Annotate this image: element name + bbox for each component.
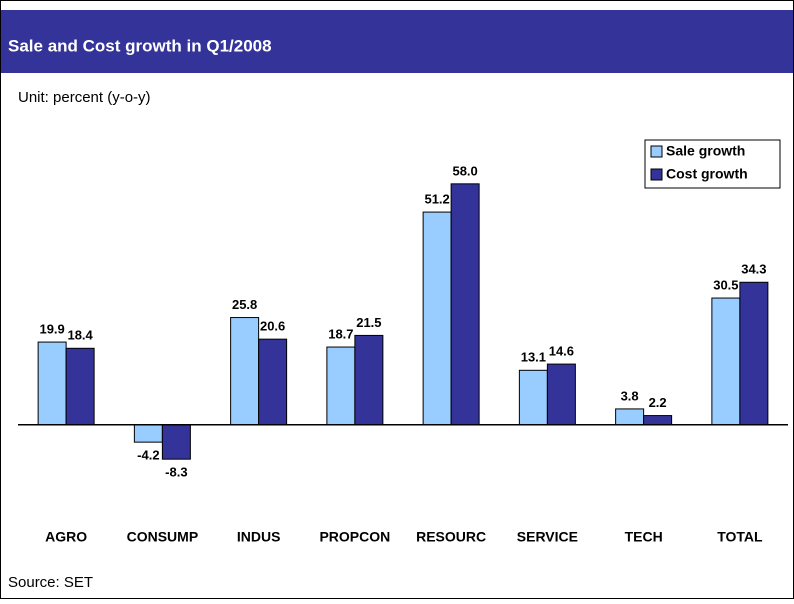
x-tick-label: AGRO bbox=[45, 529, 87, 545]
legend-label: Cost growth bbox=[666, 166, 748, 182]
data-label: 2.2 bbox=[649, 395, 667, 410]
data-label: 21.5 bbox=[356, 315, 381, 330]
legend-label: Sale growth bbox=[666, 143, 745, 159]
bar bbox=[422, 211, 452, 426]
data-label: 19.9 bbox=[39, 321, 64, 336]
source: Source: SET bbox=[8, 574, 93, 591]
bar bbox=[65, 347, 95, 426]
bar bbox=[37, 341, 67, 426]
data-label: 25.8 bbox=[232, 297, 257, 312]
data-label: 13.1 bbox=[521, 350, 546, 365]
data-label: 18.7 bbox=[328, 326, 353, 341]
x-tick-label: SERVICE bbox=[517, 529, 578, 545]
data-label: -8.3 bbox=[165, 465, 187, 480]
bar bbox=[354, 334, 384, 426]
data-label: 58.0 bbox=[452, 163, 477, 178]
bar bbox=[615, 408, 645, 426]
bar bbox=[518, 369, 548, 426]
data-label: 34.3 bbox=[741, 262, 766, 277]
x-tick-label: INDUS bbox=[237, 529, 281, 545]
bar bbox=[326, 346, 356, 426]
data-label: 30.5 bbox=[713, 277, 738, 292]
x-tick-label: CONSUMP bbox=[127, 529, 199, 545]
header bbox=[1, 10, 793, 73]
bar bbox=[258, 338, 288, 426]
data-label: 18.4 bbox=[67, 328, 93, 343]
chart-title: Sale and Cost growth in Q1/2008 bbox=[8, 36, 272, 55]
bar bbox=[546, 363, 576, 426]
bar bbox=[161, 424, 191, 460]
bar bbox=[711, 297, 741, 426]
x-tick-label: TOTAL bbox=[717, 529, 763, 545]
data-label: 14.6 bbox=[549, 344, 574, 359]
data-label: 3.8 bbox=[621, 388, 639, 403]
legend-box bbox=[644, 139, 781, 189]
bar bbox=[643, 415, 673, 426]
data-label: 51.2 bbox=[424, 192, 449, 207]
x-tick-label: RESOURC bbox=[416, 529, 486, 545]
subtitle: Unit: percent (y-o-y) bbox=[18, 89, 151, 106]
x-tick-label: PROPCON bbox=[319, 529, 390, 545]
legend-swatch bbox=[650, 168, 663, 181]
data-label: -4.2 bbox=[137, 448, 159, 463]
bar bbox=[739, 281, 769, 426]
legend-swatch bbox=[650, 145, 663, 158]
data-label: 20.6 bbox=[260, 319, 285, 334]
x-tick-label: TECH bbox=[625, 529, 663, 545]
bar bbox=[230, 317, 260, 426]
bar bbox=[133, 424, 163, 443]
bar bbox=[450, 183, 480, 426]
